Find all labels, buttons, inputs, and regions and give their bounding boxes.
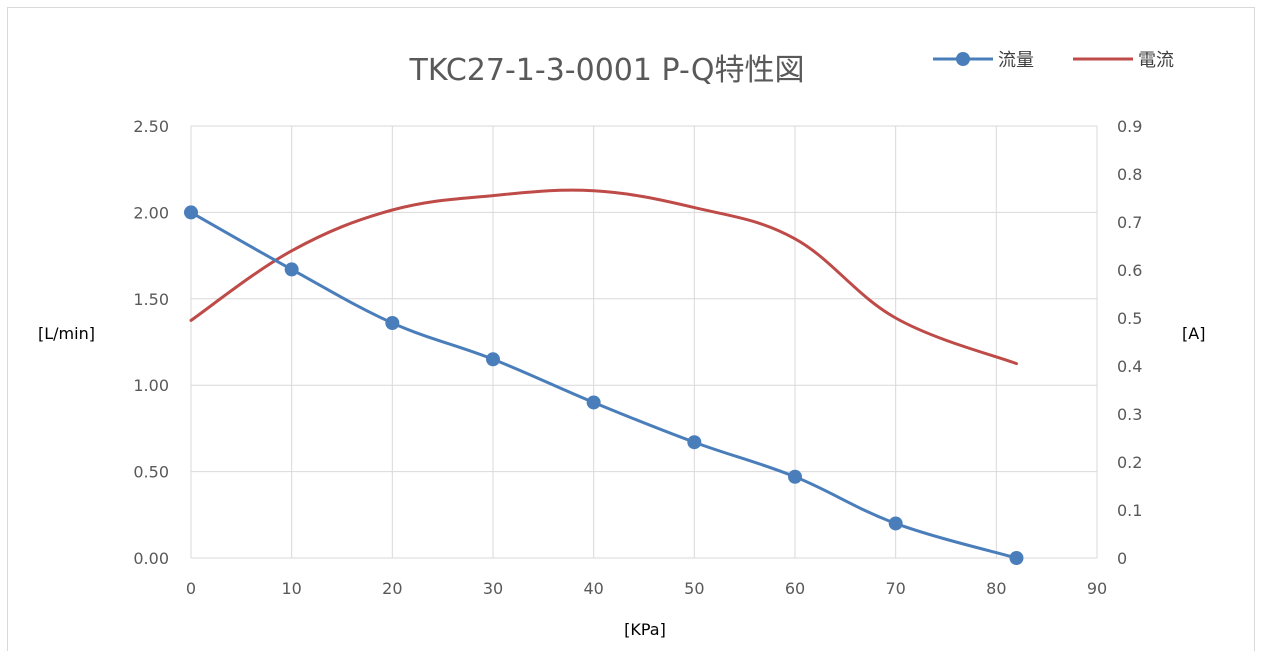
- x-tick-label: 90: [1087, 579, 1107, 598]
- x-tick-label: 70: [885, 579, 905, 598]
- y-tick-label: 1.50: [133, 290, 169, 309]
- current-series-line: [189, 188, 1018, 366]
- chart-svg: 0 10 20 30 40 50 60 70 80 900.000.501.001.502.002…: [38, 50, 1205, 639]
- y2-tick-label: 0.4: [1117, 357, 1142, 376]
- x-tick-label: 80: [986, 579, 1006, 598]
- flow-data-point: [888, 516, 903, 531]
- flow-data-point: [184, 205, 198, 220]
- x-tick-label: 30: [483, 579, 503, 598]
- x-tick-label: 50: [684, 579, 704, 598]
- series-layer: [184, 188, 1024, 565]
- x-tick-label: 0: [186, 579, 196, 598]
- flow-data-point: [687, 435, 702, 450]
- x-axis-title: [KPa]: [624, 620, 666, 639]
- flow-data-point: [284, 262, 299, 277]
- y-tick-label: 0.00: [133, 549, 169, 568]
- flow-data-point: [385, 315, 400, 330]
- x-tick-label: 40: [583, 579, 603, 598]
- legend-item-current: 電流: [1073, 50, 1174, 71]
- ticks-layer: 0 10 20 30 40 50 60 70 80 900.000.501.001.502.002…: [133, 117, 1142, 598]
- y2-tick-label: 0.6: [1117, 261, 1142, 280]
- legend-flow-marker: [956, 52, 970, 66]
- chart-title: TKC27-1-3-0001 P-Q特性図: [409, 53, 805, 88]
- legend-flow-label: 流量: [998, 50, 1034, 71]
- chart-area: 0 10 20 30 40 50 60 70 80 90 0.00 0.50 1.00 1.50 2.00 2…: [7, 7, 1255, 651]
- flow-data-point: [486, 352, 500, 367]
- legend-item-flow: 流量: [933, 50, 1034, 71]
- y2-tick-label: 0.8: [1117, 165, 1142, 184]
- legend-current-label: 電流: [1138, 50, 1174, 71]
- y2-tick-label: 0.7: [1117, 213, 1142, 232]
- flow-data-point: [1009, 551, 1024, 565]
- y2-tick-label: 0.3: [1117, 405, 1142, 424]
- y-tick-label: 1.00: [133, 376, 169, 395]
- flow-data-point: [586, 395, 601, 410]
- x-tick-label: 20: [382, 579, 402, 598]
- y2-tick-label: 0.2: [1117, 453, 1142, 472]
- y2-tick-label: 0.9: [1117, 117, 1142, 136]
- y-axis-title: [L/min]: [38, 324, 95, 343]
- y2-tick-label: 0.5: [1117, 309, 1142, 328]
- y-tick-label: 0.50: [133, 463, 169, 482]
- y-tick-label: 2.50: [133, 117, 169, 136]
- x-tick-label: 60: [785, 579, 805, 598]
- grid-layer: [190, 125, 1098, 559]
- legend: 流量 電流: [933, 50, 1174, 71]
- flow-data-point: [788, 469, 802, 484]
- x-tick-label: 10: [281, 579, 301, 598]
- y2-axis-title: [A]: [1182, 324, 1205, 343]
- y2-tick-label: 0: [1117, 549, 1127, 568]
- y2-tick-label: 0.1: [1117, 501, 1142, 520]
- y-tick-label: 2.00: [133, 203, 169, 222]
